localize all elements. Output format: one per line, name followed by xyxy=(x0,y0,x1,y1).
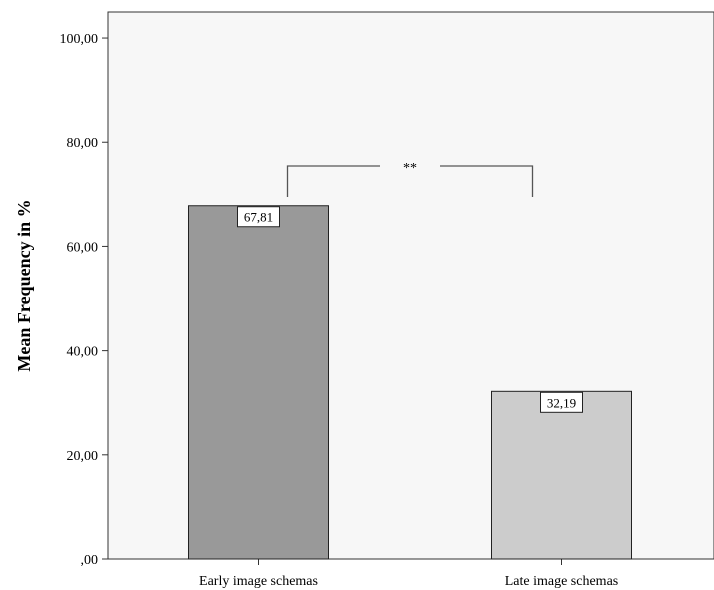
x-axis: Early image schemas Late image schemas xyxy=(108,558,714,589)
bracket-right xyxy=(440,165,534,197)
bars xyxy=(188,205,632,560)
y-axis-title: Mean Frequency in % xyxy=(14,199,34,371)
y-axis: ,00 20,00 40,00 60,00 80,00 100,00 xyxy=(60,12,109,568)
data-label-box xyxy=(237,206,280,228)
bar-1 xyxy=(188,205,329,560)
x-tick-label: Early image schemas xyxy=(199,574,318,589)
y-tick-label: 40,00 xyxy=(67,345,99,360)
y-tick-label: 20,00 xyxy=(67,449,99,464)
data-label-box xyxy=(540,391,583,413)
y-tick-label: 80,00 xyxy=(67,136,99,151)
data-labels: 67,81 32,19 xyxy=(237,206,583,413)
data-label: 67,81 xyxy=(244,210,273,225)
y-tick-label: 60,00 xyxy=(67,240,99,255)
significance-bracket: ** xyxy=(286,161,534,197)
bar-2 xyxy=(491,390,632,560)
bracket-left xyxy=(286,165,380,197)
significance-label: ** xyxy=(403,161,417,176)
y-tick-label: ,00 xyxy=(81,553,99,568)
data-label: 32,19 xyxy=(547,395,576,410)
y-tick-label: 100,00 xyxy=(60,32,99,47)
x-tick-label: Late image schemas xyxy=(505,574,619,589)
